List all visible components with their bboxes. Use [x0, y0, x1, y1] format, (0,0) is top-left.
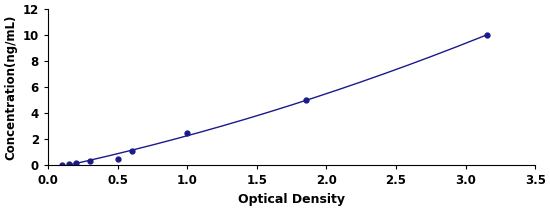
Y-axis label: Concentration(ng/mL): Concentration(ng/mL): [4, 14, 17, 160]
X-axis label: Optical Density: Optical Density: [238, 193, 345, 206]
